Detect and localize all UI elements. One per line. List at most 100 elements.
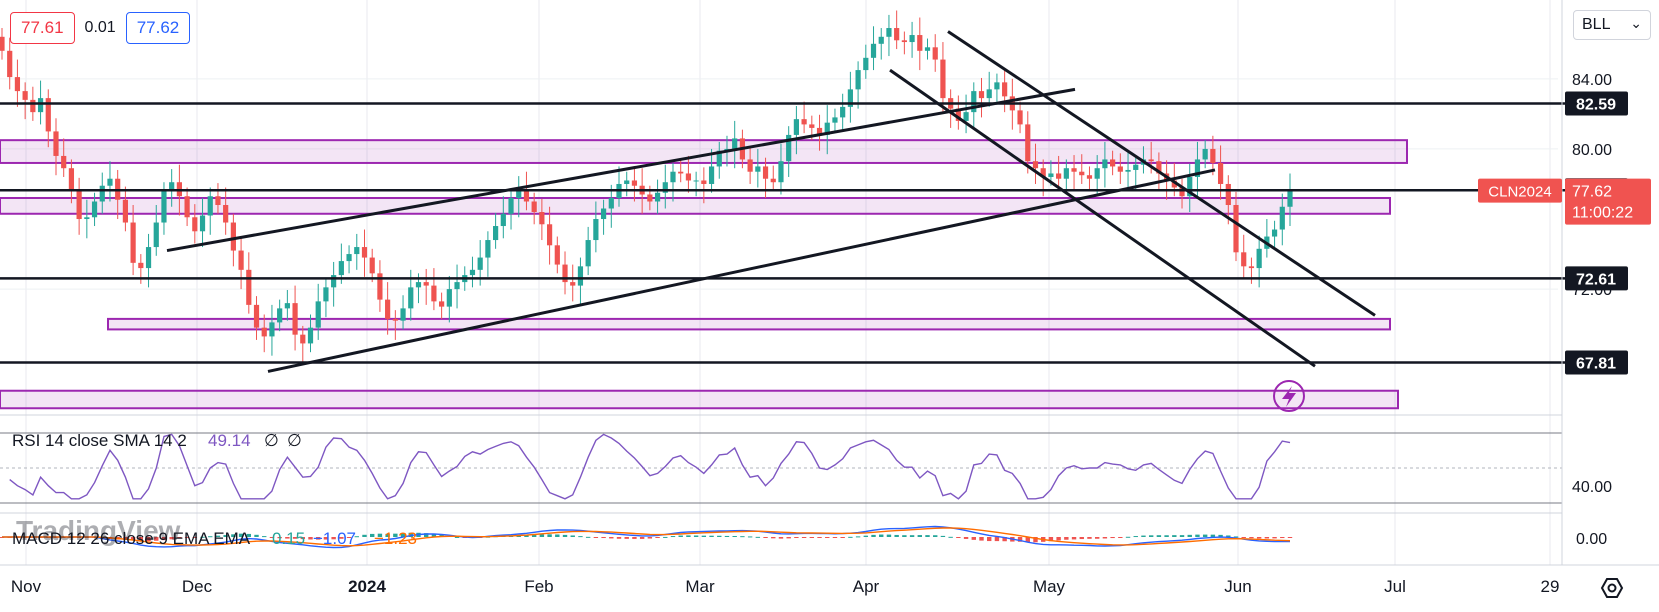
macd-histogram-bar [1249, 537, 1254, 539]
candle [1102, 159, 1108, 169]
macd-histogram-bar [994, 537, 1000, 542]
macd-histogram-bar [323, 537, 329, 540]
candle [824, 122, 830, 135]
candle [1032, 161, 1039, 169]
candle [624, 180, 630, 184]
candle [917, 35, 923, 51]
candle [832, 117, 838, 123]
macd-histogram-bar [231, 534, 236, 537]
gear-icon[interactable] [1598, 574, 1626, 602]
candles [0, 10, 1293, 363]
spread-value: 0.01 [84, 19, 116, 36]
candle [385, 299, 391, 319]
macd-histogram-bar [400, 533, 406, 537]
candle [870, 43, 877, 58]
signal-line [2, 527, 1291, 547]
macd-histogram-bar [200, 536, 205, 538]
candle [747, 159, 753, 172]
candle [531, 201, 537, 213]
candle [1279, 206, 1285, 230]
macd-histogram-bar [909, 535, 915, 537]
candle [1256, 248, 1262, 269]
candle [361, 247, 368, 258]
macd-histogram-bar [1179, 535, 1185, 537]
candle [223, 205, 229, 223]
macd-histogram-bar [1233, 536, 1239, 538]
macd-histogram-bar [1110, 537, 1115, 539]
candle [801, 119, 807, 125]
macd-histogram-bar [1287, 537, 1293, 538]
rsi-title: RSI 14 close SMA 14 2 [12, 431, 187, 450]
macd-histogram-bar [269, 537, 275, 538]
candle [940, 59, 946, 99]
candle [554, 245, 560, 265]
candle [107, 178, 113, 186]
x-tick-label: 2024 [348, 577, 386, 596]
macd-histogram-bar [377, 533, 383, 537]
candle [654, 192, 661, 202]
candle [169, 182, 175, 191]
candle [246, 269, 252, 305]
bid-price[interactable]: 77.61 [10, 12, 75, 44]
candle [1071, 168, 1077, 172]
candle [323, 287, 329, 302]
level-label-bg [1565, 91, 1628, 116]
candle [377, 273, 383, 300]
macd-histogram-bar [308, 537, 313, 540]
macd-histogram-bar [616, 537, 622, 539]
macd-histogram-bar [370, 533, 375, 537]
quote-bar: 77.61 0.01 77.62 [10, 12, 191, 44]
rsi-na-1: ∅ [264, 431, 279, 450]
macd-histogram-bar [130, 537, 136, 541]
macd-histogram-bar [1187, 534, 1192, 537]
candle [1225, 183, 1231, 206]
candle [423, 282, 429, 286]
ask-price[interactable]: 77.62 [125, 12, 191, 44]
rsi-line [9, 433, 1291, 500]
macd-histogram-bar [871, 534, 876, 537]
candle [886, 28, 892, 37]
candle [0, 36, 5, 51]
macd-histogram-bar [1264, 537, 1270, 539]
candle [894, 28, 900, 41]
candle [45, 98, 51, 132]
last-price-tag-bg [1565, 178, 1651, 225]
candle [1017, 110, 1023, 125]
candle [732, 138, 738, 149]
macd-histogram-bar [809, 537, 815, 538]
macd-histogram-bar [277, 537, 282, 539]
trendline [267, 168, 1216, 373]
macd-histogram-bar [1210, 534, 1216, 537]
macd-histogram-bar [1064, 537, 1069, 540]
macd-histogram-bar [1148, 535, 1154, 537]
macd-histogram-bar [300, 537, 305, 540]
candle [477, 257, 483, 270]
macd-histogram-bar [238, 533, 244, 537]
macd-histogram-bar [647, 537, 653, 539]
horizontal-levels [0, 102, 1565, 364]
candle [284, 303, 290, 309]
candle [786, 134, 792, 162]
candle [546, 224, 553, 246]
trendline [166, 87, 1076, 253]
macd-histogram-bar [285, 537, 290, 539]
macd-histogram-bar [1087, 537, 1092, 539]
candle [901, 40, 907, 43]
macd-histogram-bar [215, 535, 221, 537]
macd-histogram-bar [886, 534, 892, 537]
symbol-selector[interactable]: BLL ⌄ [1573, 10, 1651, 40]
candle [986, 89, 992, 99]
macd-histogram-bar [724, 535, 730, 537]
candle [1117, 166, 1123, 172]
macd-histogram-bar [539, 534, 545, 537]
candle [14, 77, 21, 92]
candle [346, 254, 352, 262]
level-label: 67.81 [1576, 356, 1616, 373]
macd-histogram-bar [933, 535, 938, 537]
candle [184, 196, 190, 218]
candle [1156, 161, 1162, 174]
candle [1241, 252, 1247, 267]
macd-histogram-bar [663, 536, 668, 538]
